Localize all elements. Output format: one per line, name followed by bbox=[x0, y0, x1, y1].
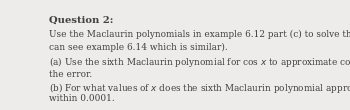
Text: within 0.0001.: within 0.0001. bbox=[49, 94, 114, 103]
Text: Use the Maclaurin polynomials in example 6.12 part (c) to solve the following.  : Use the Maclaurin polynomials in example… bbox=[49, 30, 350, 39]
Text: can see example 6.14 which is similar).: can see example 6.14 which is similar). bbox=[49, 43, 228, 52]
Text: the error.: the error. bbox=[49, 70, 92, 79]
Text: (a) Use the sixth Maclaurin polynomial for cos $x$ to approximate cos$\left(\fra: (a) Use the sixth Maclaurin polynomial f… bbox=[49, 56, 350, 72]
Text: (b) For what values of $x$ does the sixth Maclaurin polynomial approximate cos $: (b) For what values of $x$ does the sixt… bbox=[49, 81, 350, 95]
Text: Question 2:: Question 2: bbox=[49, 16, 113, 25]
